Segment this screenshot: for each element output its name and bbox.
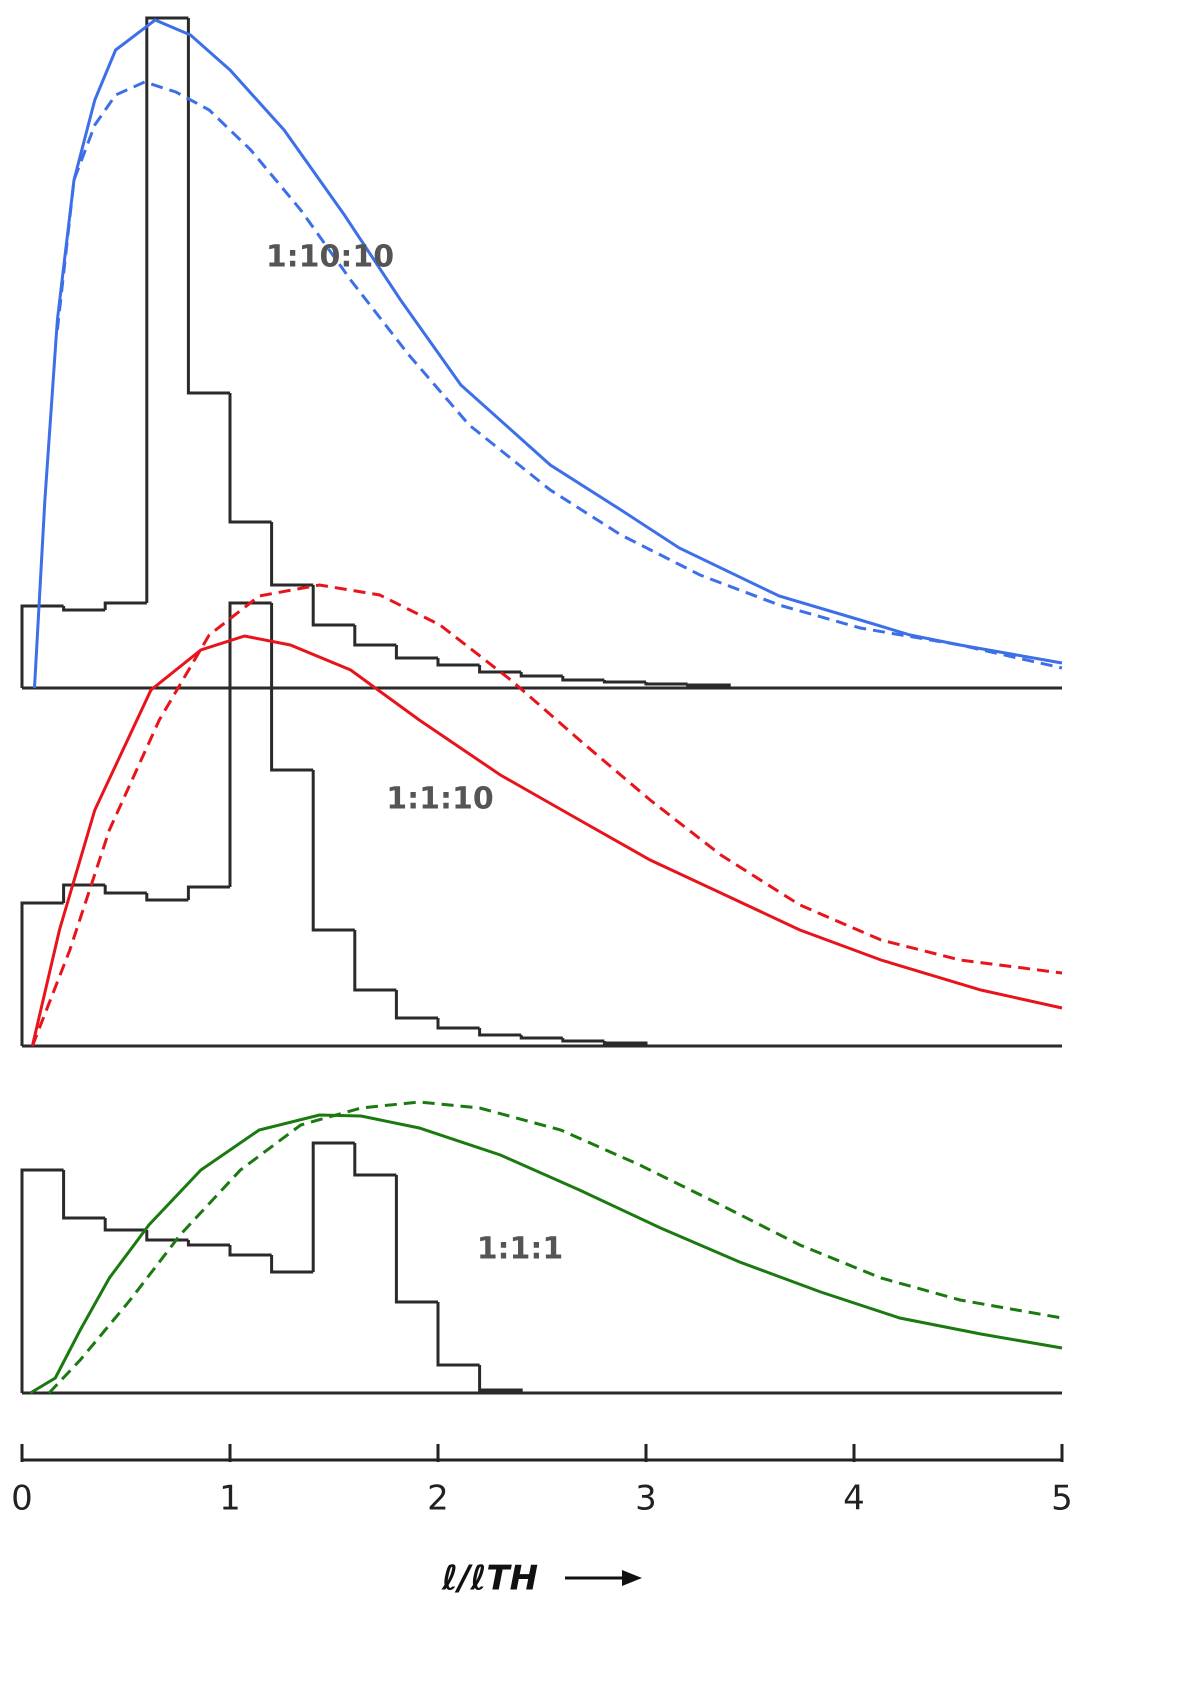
histogram-bar bbox=[436, 1018, 480, 1030]
histogram-bar bbox=[602, 1041, 648, 1046]
curve bbox=[31, 583, 1063, 1047]
histogram-bar bbox=[686, 683, 731, 688]
histogram-bar bbox=[228, 601, 272, 887]
x-tick-label: 0 bbox=[11, 1479, 33, 1519]
histogram-bar bbox=[20, 1168, 64, 1393]
histogram-bar bbox=[103, 601, 147, 610]
curve bbox=[29, 1113, 1063, 1395]
annotation: 1:10:10 bbox=[266, 240, 394, 275]
histogram-bar bbox=[644, 682, 688, 686]
histogram-bar bbox=[103, 885, 147, 895]
histogram-bar bbox=[394, 1175, 438, 1304]
histogram-bar bbox=[270, 603, 314, 772]
histogram-bar bbox=[20, 901, 64, 1046]
histogram-bar bbox=[186, 885, 230, 900]
histogram-bar bbox=[353, 1143, 397, 1177]
x-tick-label: 1 bbox=[219, 1479, 241, 1519]
histogram-bar bbox=[270, 1255, 314, 1274]
histogram-bar bbox=[353, 930, 397, 992]
histogram-bar bbox=[394, 990, 438, 1020]
curve bbox=[30, 634, 1063, 1047]
histogram-bar bbox=[186, 18, 230, 395]
histogram-bar bbox=[103, 1218, 147, 1232]
histogram-bar bbox=[353, 625, 397, 647]
histogram-bar bbox=[228, 1245, 272, 1257]
curve bbox=[47, 1100, 1063, 1395]
x-tick-label: 2 bbox=[427, 1479, 449, 1519]
annotation: 1:1:10 bbox=[386, 782, 494, 817]
histogram-bar bbox=[311, 770, 355, 932]
histogram-bar bbox=[478, 1365, 523, 1393]
histogram-bar bbox=[145, 893, 189, 902]
annotation: 1:1:1 bbox=[477, 1232, 564, 1267]
x-axis-label: ℓ/ℓTH bbox=[441, 1559, 538, 1599]
histogram-bar bbox=[561, 1038, 605, 1043]
histogram-bar bbox=[20, 604, 64, 688]
x-tick-label: 4 bbox=[843, 1479, 865, 1519]
histogram-bar bbox=[478, 665, 522, 674]
histogram-bar bbox=[270, 522, 314, 587]
curve bbox=[32, 18, 1063, 689]
curve bbox=[55, 80, 1063, 670]
x-tick-label: 5 bbox=[1051, 1479, 1073, 1519]
histogram-bar bbox=[394, 645, 438, 660]
x-tick-label: 3 bbox=[635, 1479, 657, 1519]
histogram-bar bbox=[478, 1028, 522, 1037]
histogram-bar bbox=[561, 676, 605, 682]
histogram-bar bbox=[602, 680, 646, 684]
histogram-bar bbox=[436, 1302, 480, 1367]
histogram-bar bbox=[62, 606, 106, 612]
axis-arrow-head bbox=[622, 1570, 642, 1586]
histogram-bar bbox=[519, 1035, 563, 1040]
histogram-bar bbox=[311, 1141, 355, 1272]
histogram-bar bbox=[186, 1240, 230, 1247]
histogram-bar bbox=[519, 672, 563, 678]
histogram-bar bbox=[145, 16, 189, 603]
histogram-bar bbox=[228, 393, 272, 524]
histogram-bar bbox=[311, 585, 355, 627]
histogram-bar bbox=[62, 1170, 106, 1220]
histogram-bar bbox=[436, 658, 480, 667]
